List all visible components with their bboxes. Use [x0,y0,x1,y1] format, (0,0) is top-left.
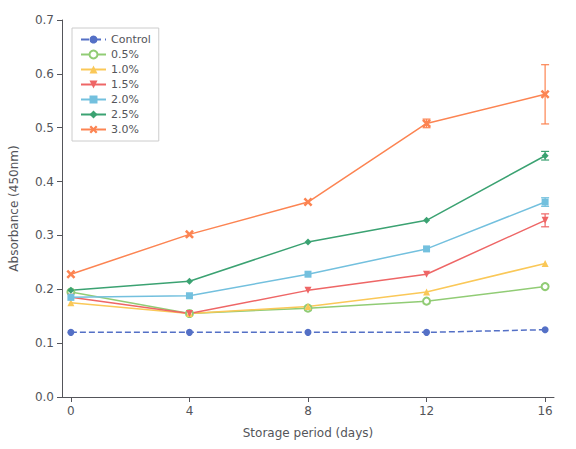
svg-text:4: 4 [186,404,194,418]
svg-text:2.0%: 2.0% [111,93,139,106]
svg-text:0.1: 0.1 [35,336,54,350]
svg-text:16: 16 [537,404,552,418]
svg-text:0.7: 0.7 [35,13,54,27]
svg-text:Control: Control [111,33,151,46]
svg-text:Absorbance (450nm): Absorbance (450nm) [7,145,21,271]
svg-text:2.5%: 2.5% [111,108,139,121]
svg-text:1.5%: 1.5% [111,78,139,91]
svg-text:8: 8 [304,404,312,418]
svg-text:0.3: 0.3 [35,228,54,242]
svg-text:0.0: 0.0 [35,390,54,404]
svg-text:12: 12 [419,404,434,418]
svg-text:0.4: 0.4 [35,175,54,189]
svg-text:0.5: 0.5 [35,121,54,135]
svg-text:1.0%: 1.0% [111,63,139,76]
svg-text:0: 0 [67,404,75,418]
svg-text:Storage period (days): Storage period (days) [243,426,374,440]
svg-text:3.0%: 3.0% [111,123,139,136]
svg-text:0.5%: 0.5% [111,48,139,61]
svg-text:0.6: 0.6 [35,67,54,81]
svg-text:0.2: 0.2 [35,282,54,296]
